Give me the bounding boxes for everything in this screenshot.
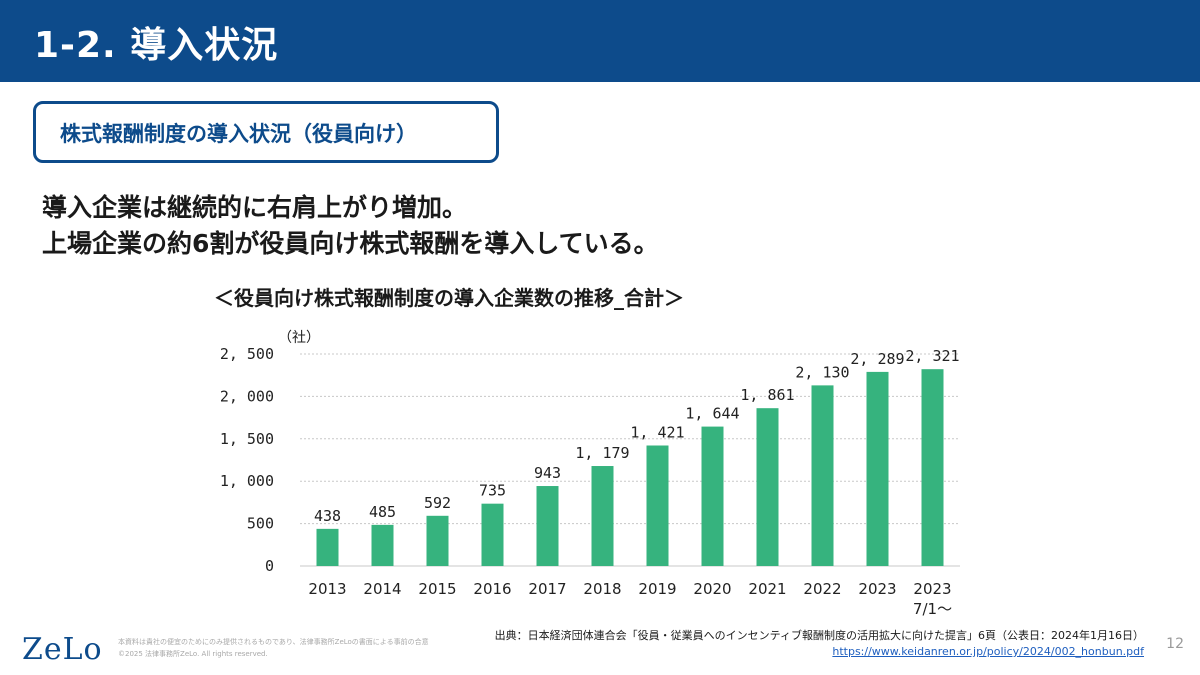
y-axis-unit-label: （社） (278, 330, 320, 346)
lead-text-line-1: 導入企業は継続的に右肩上がり増加。 (42, 193, 468, 222)
y-tick-label: 1, 000 (220, 472, 274, 490)
bar (426, 515, 449, 566)
y-tick-label: 0 (265, 557, 274, 575)
copyright-line: ©2025 法律事務所ZeLo. All rights reserved. (118, 650, 268, 658)
data-label: 1, 179 (575, 444, 629, 462)
data-label: 2, 321 (905, 347, 959, 365)
x-tick-label: 2015 (418, 580, 456, 598)
x-tick-label: 2021 (748, 580, 786, 598)
data-label: 1, 644 (685, 405, 739, 423)
data-label: 2, 289 (850, 350, 904, 368)
bar (536, 486, 559, 566)
disclaimer: 本資料は貴社の便宜のためにのみ提供されるものであり、法律事務所ZeLoの書面によ… (118, 636, 429, 660)
bar-chart: （社） 0 500 1, 000 1, 500 2, 000 2, 500 438 2013 48… (220, 330, 960, 618)
section-label: 株式報酬制度の導入状況（役員向け） (60, 122, 417, 146)
bar (866, 371, 889, 566)
data-label: 735 (479, 482, 506, 500)
data-label: 943 (534, 464, 561, 482)
x-tick-label: 2016 (473, 580, 511, 598)
bar (811, 385, 834, 566)
source-text: 出典：日本経済団体連合会「役員・従業員へのインセンティブ報酬制度の活用拡大に向け… (494, 629, 1144, 642)
x-tick-label: 2022 (803, 580, 841, 598)
bar (371, 524, 394, 566)
bar (591, 466, 614, 566)
x-tick-label: 2023 (858, 580, 896, 598)
data-label: 2, 130 (795, 363, 849, 381)
x-tick-label: 2020 (693, 580, 731, 598)
x-tick-label: 2017 (528, 580, 566, 598)
data-label: 1, 861 (740, 386, 794, 404)
y-tick-label: 500 (247, 515, 274, 533)
lead-text-line-2: 上場企業の約6割が役員向け株式報酬を導入している。 (42, 229, 659, 258)
disclaimer-line-1: 本資料は貴社の便宜のためにのみ提供されるものであり、法律事務所ZeLoの書面によ… (118, 638, 429, 646)
y-tick-label: 1, 500 (220, 430, 274, 448)
bar (481, 503, 504, 566)
title-bar: 1-2. 導入状況 (0, 0, 1200, 82)
bar (646, 445, 669, 566)
source-citation: 出典：日本経済団体連合会「役員・従業員へのインセンティブ報酬制度の活用拡大に向け… (495, 628, 1144, 660)
x-tick-label: 2018 (583, 580, 621, 598)
x-tick-label: 2023 (913, 580, 951, 598)
bar (701, 426, 724, 566)
data-label: 485 (369, 503, 396, 521)
page-number: 12 (1166, 636, 1184, 652)
bar (921, 369, 944, 566)
x-tick-label: 2019 (638, 580, 676, 598)
section-label-box: 株式報酬制度の導入状況（役員向け） (33, 101, 499, 163)
source-link[interactable]: https://www.keidanren.or.jp/policy/2024/… (832, 645, 1144, 658)
bar (316, 528, 339, 566)
data-label: 592 (424, 494, 451, 512)
y-tick-label: 2, 000 (220, 387, 274, 405)
data-label: 438 (314, 507, 341, 525)
x-tick-label: 7/1～ (913, 600, 952, 618)
x-tick-label: 2014 (363, 580, 401, 598)
zelo-logo: ZeLo (22, 632, 103, 667)
y-tick-label: 2, 500 (220, 345, 274, 363)
chart-title: ＜役員向け株式報酬制度の導入企業数の推移_合計＞ (214, 286, 684, 310)
page-title: 1-2. 導入状況 (34, 25, 279, 66)
bar (756, 408, 779, 566)
x-tick-label: 2013 (308, 580, 346, 598)
data-label: 1, 421 (630, 423, 684, 441)
